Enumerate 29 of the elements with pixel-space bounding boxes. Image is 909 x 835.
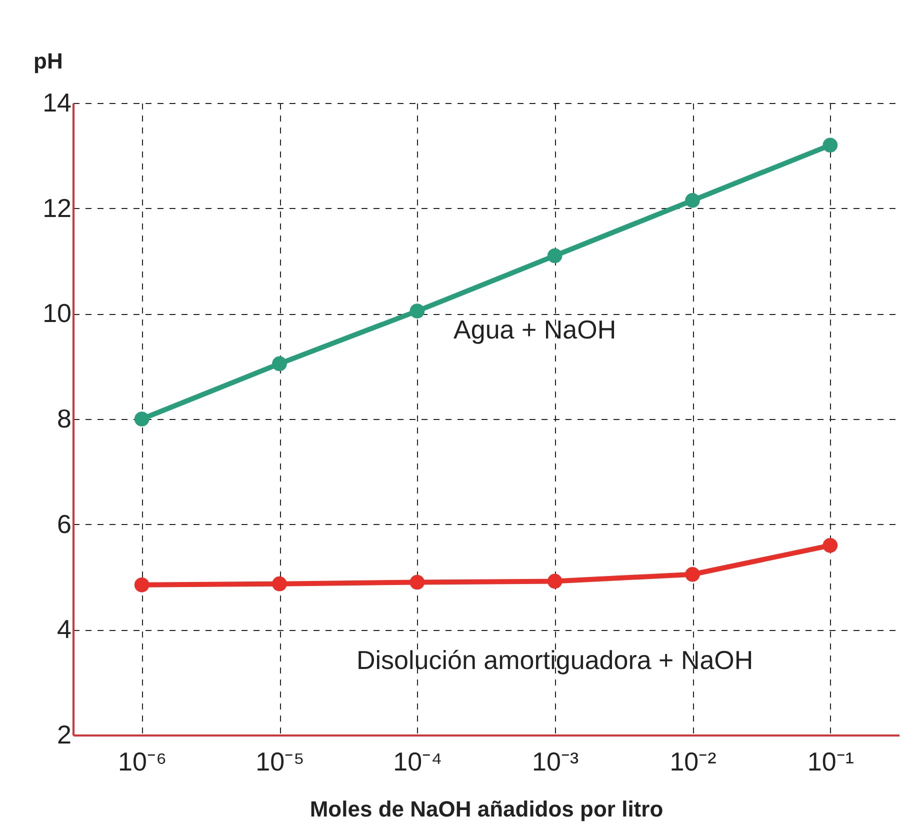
x-tick-label: 10⁻⁵ bbox=[256, 746, 304, 776]
x-tick-label: 10⁻¹ bbox=[807, 746, 854, 776]
y-tick-label: 2 bbox=[57, 720, 72, 750]
point bbox=[685, 193, 700, 208]
x-tick-label: 10⁻⁶ bbox=[118, 746, 167, 776]
point bbox=[822, 138, 838, 153]
y-tick-label: 4 bbox=[57, 614, 72, 644]
x-tick-label: 10⁻² bbox=[670, 746, 717, 776]
x-tick-label: 10⁻⁴ bbox=[393, 746, 442, 776]
y-axis-title: pH bbox=[34, 48, 63, 74]
point bbox=[134, 412, 150, 426]
point bbox=[134, 578, 150, 592]
y-tick-label: 6 bbox=[57, 508, 72, 539]
point bbox=[410, 574, 425, 590]
text: Disolución amortiguadora + NaOH bbox=[356, 645, 754, 676]
y-tick-label: 8 bbox=[57, 404, 72, 434]
point bbox=[272, 576, 287, 592]
point bbox=[547, 248, 562, 264]
x-tick-label: 10⁻³ bbox=[532, 746, 579, 776]
x-axis-title: Moles de NaOH añadidos por litro bbox=[310, 796, 664, 822]
y-tick-label: 10 bbox=[42, 298, 72, 328]
point bbox=[822, 538, 838, 553]
point bbox=[685, 566, 700, 582]
point bbox=[272, 356, 287, 372]
point bbox=[547, 574, 562, 589]
point bbox=[410, 304, 425, 318]
series-label: Agua + NaOH bbox=[454, 314, 616, 345]
y-tick-label: 14 bbox=[42, 88, 72, 118]
y-tick-label: 12 bbox=[42, 192, 72, 223]
